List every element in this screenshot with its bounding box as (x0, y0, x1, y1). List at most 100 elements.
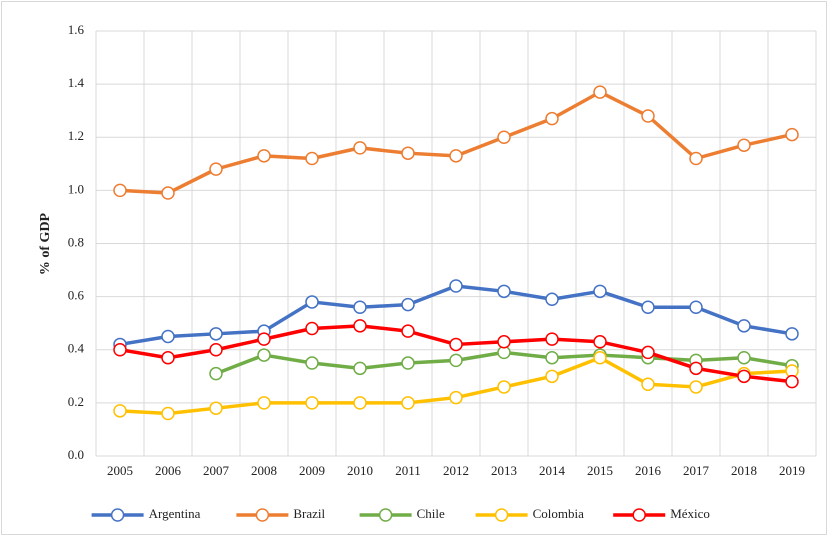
data-point (353, 396, 367, 410)
data-point (449, 279, 463, 293)
x-tick-label: 2015 (587, 463, 613, 478)
x-tick-label: 2005 (107, 463, 133, 478)
x-tick-label: 2011 (395, 463, 421, 478)
x-tick-label: 2018 (731, 463, 757, 478)
data-point (737, 350, 751, 365)
y-tick-label: 1.0 (68, 181, 84, 196)
data-point (449, 149, 463, 163)
y-axis-label: % of GDP (38, 212, 53, 275)
data-point (113, 343, 127, 357)
data-point (161, 186, 175, 200)
x-tick-label: 2010 (347, 463, 373, 478)
x-tick-label: 2013 (491, 463, 517, 478)
legend-marker (632, 508, 646, 522)
data-point (209, 162, 223, 176)
data-point (737, 138, 751, 152)
data-point (401, 356, 415, 370)
data-point (449, 353, 463, 368)
data-point (545, 292, 559, 307)
y-tick-label: 1.6 (68, 22, 85, 37)
legend-label: Colombia (533, 506, 585, 521)
data-point (449, 390, 463, 405)
data-point (401, 324, 415, 338)
y-tick-label: 0.4 (68, 341, 85, 356)
y-tick-label: 1.2 (68, 128, 84, 143)
data-point (785, 327, 799, 341)
data-point (545, 369, 559, 384)
legend-label: Chile (417, 506, 445, 521)
data-point (257, 149, 271, 163)
data-point (641, 109, 655, 123)
data-point (161, 406, 175, 421)
legend-marker (494, 508, 509, 522)
data-point (401, 146, 415, 160)
data-point (257, 396, 271, 410)
data-point (449, 337, 463, 352)
data-point (497, 335, 511, 349)
data-point (641, 377, 655, 392)
data-point (593, 335, 607, 349)
data-point (785, 374, 799, 389)
data-point (305, 356, 319, 370)
data-point (353, 300, 367, 314)
x-tick-label: 2017 (683, 463, 710, 478)
data-point (161, 350, 175, 365)
x-tick-label: 2019 (779, 463, 805, 478)
y-tick-label: 0.6 (68, 288, 85, 303)
y-tick-label: 1.4 (68, 75, 85, 90)
data-point (497, 380, 511, 394)
data-point (545, 111, 559, 126)
y-tick-label: 0.0 (68, 447, 84, 462)
data-point (497, 284, 511, 299)
data-point (353, 319, 367, 333)
data-point (545, 350, 559, 365)
x-tick-label: 2008 (251, 463, 277, 478)
legend-marker (110, 508, 125, 522)
data-point (257, 332, 271, 346)
data-point (353, 361, 367, 376)
data-point (305, 295, 319, 309)
data-point (353, 141, 367, 155)
data-point (401, 297, 415, 312)
data-point (209, 327, 223, 341)
legend-marker (255, 508, 270, 522)
data-point (689, 380, 703, 394)
data-point (209, 366, 223, 381)
data-point (209, 401, 223, 415)
x-tick-label: 2016 (635, 463, 662, 478)
data-point (593, 284, 607, 299)
data-point (641, 345, 655, 360)
data-point (305, 321, 319, 336)
data-point (737, 369, 751, 384)
y-tick-label: 0.2 (68, 394, 84, 409)
data-point (689, 151, 703, 166)
data-point (737, 319, 751, 333)
data-point (593, 85, 607, 99)
legend-marker (378, 508, 393, 522)
data-point (689, 361, 703, 376)
data-point (593, 350, 607, 365)
data-point (641, 300, 655, 314)
y-tick-label: 0.8 (68, 234, 84, 249)
data-point (497, 130, 511, 144)
legend-label: México (670, 506, 710, 521)
x-tick-label: 2012 (443, 463, 469, 478)
legend-label: Argentina (149, 506, 201, 521)
x-tick-label: 2014 (539, 463, 566, 478)
x-tick-label: 2007 (203, 463, 230, 478)
data-point (209, 343, 223, 357)
legend-label: Brazil (293, 506, 325, 521)
data-point (113, 404, 127, 418)
data-point (545, 332, 559, 346)
x-tick-label: 2006 (155, 463, 182, 478)
data-point (401, 396, 415, 410)
x-tick-label: 2009 (299, 463, 325, 478)
data-point (113, 183, 127, 198)
data-point (257, 348, 271, 362)
data-point (785, 127, 799, 142)
data-point (305, 151, 319, 166)
data-point (689, 300, 703, 314)
data-point (161, 329, 175, 344)
